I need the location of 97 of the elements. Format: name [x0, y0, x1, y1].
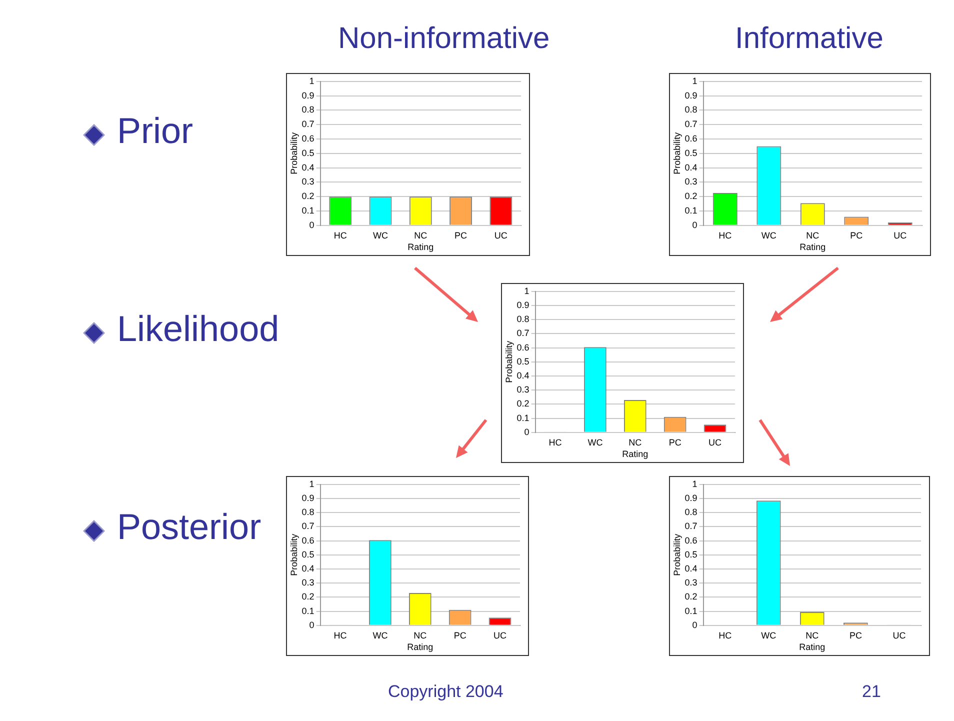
x-tick-label: HC	[718, 230, 732, 240]
y-tick-label: 0.3	[684, 176, 698, 187]
y-tick-label: 0.7	[684, 521, 698, 532]
y-tick-label: 0.1	[302, 205, 314, 216]
x-tick-label: HC	[718, 630, 732, 640]
y-tick-label: 0.5	[302, 148, 314, 158]
x-tick-label: UC	[892, 630, 906, 640]
y-tick-label: 0.6	[684, 133, 698, 144]
y-tick-label: 0.7	[516, 328, 530, 338]
y-tick-label: 0.4	[516, 370, 530, 380]
y-tick-label: 0.1	[684, 205, 698, 216]
y-tick-label: 0.8	[684, 507, 698, 518]
y-tick-label: 1	[692, 478, 698, 489]
y-tick-label: 0.4	[302, 162, 314, 172]
y-tick-label: 0.2	[302, 592, 314, 602]
y-tick-label: 0.1	[302, 606, 314, 616]
x-tick-label: HC	[334, 230, 348, 240]
y-tick-label: 1	[309, 76, 314, 86]
y-tick-label: 0.1	[684, 606, 698, 616]
x-axis-title: Rating	[799, 642, 826, 652]
y-tick-label: 0.3	[516, 384, 530, 395]
y-tick-label: 0	[524, 426, 530, 437]
y-tick-label: 0.4	[302, 563, 314, 574]
y-axis-title: Probability	[288, 533, 299, 576]
x-tick-label: NC	[806, 630, 820, 640]
x-tick-label: PC	[454, 230, 468, 240]
y-tick-label: 0.6	[302, 535, 314, 546]
y-axis-title: Probability	[672, 132, 682, 174]
x-tick-label: NC	[414, 230, 428, 240]
y-tick-label: 0.9	[684, 90, 698, 100]
y-tick-label: 0.9	[302, 90, 314, 100]
y-tick-label: 0.5	[516, 356, 530, 366]
x-tick-label: PC	[849, 630, 862, 640]
y-tick-label: 0.5	[302, 549, 314, 560]
x-tick-label: PC	[668, 437, 682, 448]
x-tick-label: HC	[548, 437, 562, 448]
y-tick-label: 0.1	[516, 412, 530, 423]
x-tick-label: WC	[372, 630, 388, 640]
x-tick-label: UC	[708, 437, 722, 448]
x-axis-title: Rating	[408, 242, 434, 252]
y-tick-label: 0.5	[684, 148, 698, 158]
text: Informative	[735, 22, 884, 56]
x-tick-label: PC	[454, 630, 467, 640]
y-tick-label: 0.2	[516, 398, 530, 409]
y-tick-label: 0.3	[302, 578, 314, 588]
y-tick-label: 0.7	[684, 119, 698, 130]
x-axis-title: Rating	[622, 449, 648, 460]
x-tick-label: UC	[494, 230, 508, 240]
y-axis-title: Probability	[672, 533, 682, 576]
y-tick-label: 1	[692, 76, 698, 86]
y-tick-label: 0.5	[684, 549, 698, 560]
y-tick-label: 0.8	[516, 314, 530, 324]
y-tick-label: 0	[309, 620, 314, 630]
y-tick-label: 0	[692, 620, 698, 630]
x-tick-label: WC	[373, 230, 389, 240]
y-tick-label: 0.9	[516, 300, 530, 310]
x-tick-label: UC	[494, 630, 508, 640]
x-tick-label: NC	[806, 230, 820, 240]
y-tick-label: 0.9	[684, 492, 698, 503]
text: 21	[862, 682, 881, 702]
text: Non-informative	[338, 22, 550, 56]
x-tick-label: HC	[334, 630, 348, 640]
x-tick-label: WC	[761, 630, 777, 640]
x-tick-label: NC	[628, 437, 642, 448]
y-tick-label: 1	[309, 478, 314, 489]
y-tick-label: 0.6	[684, 535, 698, 546]
y-tick-label: 0.6	[302, 133, 314, 144]
y-tick-label: 0.6	[516, 342, 530, 352]
y-tick-label: 0.9	[302, 492, 314, 503]
text: Prior	[117, 110, 194, 152]
y-tick-label: 0	[309, 220, 314, 230]
y-tick-label: 0.2	[684, 592, 698, 602]
y-tick-label: 0.4	[684, 563, 698, 574]
x-axis-title: Rating	[800, 242, 826, 252]
x-tick-label: WC	[761, 230, 777, 240]
text: Posterior	[117, 506, 262, 548]
y-tick-label: 0.8	[684, 104, 698, 115]
text: Likelihood	[117, 308, 280, 350]
y-tick-label: 0.7	[302, 521, 314, 532]
y-tick-label: 0.7	[302, 119, 314, 130]
y-tick-label: 0.8	[302, 104, 314, 115]
x-tick-label: WC	[588, 437, 604, 448]
text: Copyright 2004	[388, 682, 504, 702]
x-axis-title: Rating	[407, 642, 434, 652]
y-tick-label: 0.2	[684, 191, 698, 202]
y-tick-label: 0.3	[302, 176, 314, 187]
y-tick-label: 0.2	[302, 191, 314, 202]
y-tick-label: 0.3	[684, 578, 698, 588]
y-tick-label: 1	[524, 286, 530, 296]
y-tick-label: 0.8	[302, 507, 314, 518]
y-tick-label: 0	[692, 220, 698, 230]
x-tick-label: NC	[414, 630, 428, 640]
x-tick-label: PC	[850, 230, 864, 240]
x-tick-label: UC	[894, 230, 908, 240]
y-axis-title: Probability	[504, 340, 514, 383]
y-tick-label: 0.4	[684, 162, 698, 172]
y-axis-title: Probability	[288, 132, 299, 174]
